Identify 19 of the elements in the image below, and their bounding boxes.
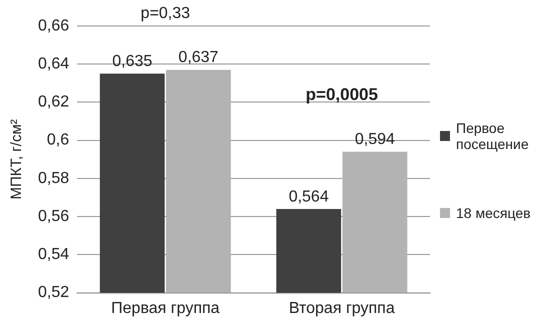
data-label: 0,564 bbox=[288, 188, 329, 206]
y-tick-label: 0,58 bbox=[38, 170, 70, 187]
data-label: 0,637 bbox=[178, 49, 219, 66]
y-axis-title: МПКТ, г/см² bbox=[8, 119, 26, 200]
y-tick-label: 0,62 bbox=[38, 94, 70, 111]
legend-label: 18 месяцев bbox=[456, 205, 531, 221]
y-tick-label: 0,6 bbox=[46, 132, 70, 149]
y-tick-label: 0,64 bbox=[38, 56, 70, 73]
annotation: p=0,0005 bbox=[306, 84, 378, 104]
data-label: 0,594 bbox=[354, 131, 395, 148]
text: p=0,33 bbox=[140, 5, 190, 22]
y-tick-label: 0,52 bbox=[38, 284, 70, 302]
y-tick-label: 0,66 bbox=[38, 17, 70, 34]
y-tick-label: 0,56 bbox=[38, 208, 70, 225]
x-tick-label: Первая группа bbox=[111, 300, 220, 317]
x-tick-label: Вторая группа bbox=[288, 300, 395, 317]
legend-label: Первое посещение bbox=[456, 120, 530, 152]
y-tick-label: 0,54 bbox=[38, 246, 70, 264]
data-label: 0,635 bbox=[112, 53, 152, 70]
